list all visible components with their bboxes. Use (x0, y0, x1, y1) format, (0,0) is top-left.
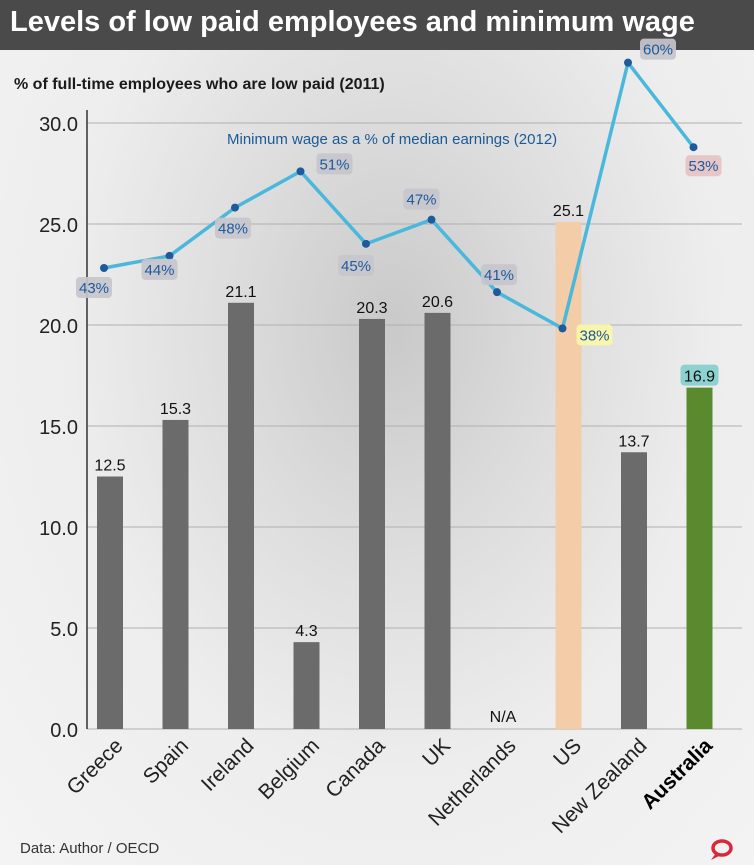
line-label-bg (215, 217, 251, 239)
line-label-bg (576, 324, 613, 346)
line-point (493, 288, 501, 297)
bar-value-label: 20.3 (356, 300, 387, 317)
line-point (558, 324, 567, 333)
line-label-bg (403, 188, 440, 210)
bar-australia (686, 387, 713, 729)
bar-new-zealand (621, 452, 647, 729)
line-value-label: 53% (688, 158, 718, 175)
bar-value-label: 25.1 (553, 203, 584, 220)
line-series (100, 58, 698, 333)
y-tick-label: 10.0 (39, 518, 78, 540)
bar-value-labels: 12.5 15.3 21.1 4.3 20.3 20.6 N/A 25.1 13.7 16.9 (94, 203, 719, 726)
line-label-bg (685, 155, 722, 177)
line-value-label: 51% (319, 156, 349, 173)
x-tick-label: Ireland (197, 734, 259, 796)
line-point (624, 58, 632, 67)
line-value-labels: 43% 44% 48% 51% 45% 47% 41% 38% 60% 53% (76, 38, 722, 346)
line-point (427, 215, 436, 224)
bar-value-label: 21.1 (225, 284, 256, 301)
y-tick-label: 0.0 (50, 720, 78, 742)
bar-value-label: 12.5 (94, 458, 125, 475)
line-point (100, 264, 108, 272)
line-point (362, 239, 370, 248)
bar-uk (424, 312, 451, 729)
line-label-bg (316, 153, 353, 175)
y-tick-label: 25.0 (39, 215, 78, 237)
y-tick-label: 5.0 (50, 619, 78, 641)
bar-value-label: 4.3 (295, 623, 317, 640)
x-tick-label: Belgium (254, 734, 324, 804)
line-label-bg (481, 264, 517, 286)
bar-canada (359, 318, 385, 729)
y-axis-title: % of full-time employees who are low pai… (14, 76, 385, 93)
bar-value-label: 16.9 (684, 369, 715, 386)
bars (97, 221, 713, 730)
line-label-bg (640, 38, 676, 60)
line-value-label: 41% (484, 267, 514, 284)
title-bar: Levels of low paid employees and minimum… (0, 0, 754, 50)
line-value-label: 60% (643, 42, 673, 59)
x-tick-label: Spain (139, 734, 193, 788)
line-point (296, 167, 305, 176)
line-path (103, 60, 695, 331)
line-point (689, 143, 698, 152)
line-value-label: 38% (579, 327, 609, 344)
bar-spain (162, 419, 189, 729)
bar-greece (97, 476, 123, 729)
x-tick-label: Greece (63, 734, 128, 799)
bar-ireland (228, 302, 254, 729)
line-value-label: 48% (218, 221, 248, 238)
y-tick-label: 30.0 (39, 114, 78, 136)
line-series-legend: Minimum wage as a % of median earnings (… (227, 131, 557, 148)
line-point (165, 251, 174, 260)
line-value-label: 47% (406, 192, 436, 209)
x-tick-label: Australia (637, 734, 717, 814)
x-tick-label: UK (418, 734, 455, 771)
line-value-label: 44% (144, 262, 174, 279)
bar-value-label: 13.7 (618, 433, 649, 450)
y-tick-label: 20.0 (39, 316, 78, 338)
bar-value-label: 15.3 (160, 401, 191, 418)
line-label-bg (338, 254, 374, 276)
bar-label-highlight (680, 364, 719, 386)
bar-value-label: 20.6 (422, 294, 453, 311)
line-value-label: 45% (341, 258, 371, 275)
source-note: Data: Author / OECD (20, 840, 160, 857)
bar-belgium (293, 642, 320, 729)
x-tick-label: Canada (321, 734, 390, 803)
line-value-label: 43% (79, 280, 109, 297)
y-axis: 0.0 5.0 10.0 15.0 20.0 25.0 30.0 (39, 110, 88, 742)
chart-title: Levels of low paid employees and minimum… (10, 6, 695, 38)
line-point (231, 203, 239, 212)
y-tick-label: 15.0 (39, 417, 78, 439)
logo-icon (711, 839, 733, 860)
line-label-bg (141, 258, 178, 280)
line-label-bg (76, 277, 112, 298)
x-tick-label: US (549, 734, 586, 771)
bar-value-label: N/A (490, 709, 517, 726)
